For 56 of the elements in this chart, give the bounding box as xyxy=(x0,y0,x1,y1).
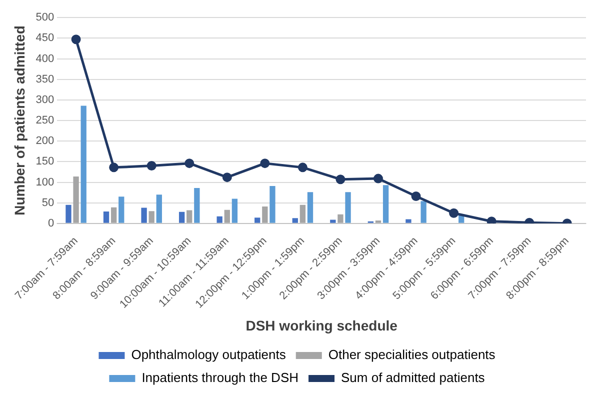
bar xyxy=(307,192,314,223)
y-tick-label: 0 xyxy=(48,217,54,230)
bar xyxy=(148,211,154,223)
point xyxy=(146,161,156,171)
point xyxy=(411,192,421,201)
bar xyxy=(262,206,268,223)
bar xyxy=(194,188,200,223)
point xyxy=(260,158,270,168)
x-axis-title: DSH working schedule xyxy=(246,317,398,334)
point xyxy=(222,172,232,182)
bar xyxy=(80,106,86,223)
y-tick-label: 100 xyxy=(36,176,54,188)
bar xyxy=(292,218,298,223)
y-tick-label: 450 xyxy=(36,32,54,44)
point xyxy=(486,216,496,224)
bar xyxy=(224,210,230,223)
y-tick-label: 500 xyxy=(36,12,54,24)
point xyxy=(336,174,346,184)
y-tick-label: 250 xyxy=(36,114,54,127)
bar xyxy=(178,212,185,223)
legend-label: Inpatients through the DSH xyxy=(142,370,299,386)
y-tick-label: 300 xyxy=(36,94,54,106)
bar xyxy=(103,211,110,223)
bar xyxy=(345,192,351,223)
point xyxy=(449,208,459,218)
bar xyxy=(254,218,260,223)
bar xyxy=(330,220,336,223)
y-tick-label: 350 xyxy=(36,73,54,86)
bar xyxy=(141,208,147,223)
bar xyxy=(300,204,306,223)
bar xyxy=(382,185,389,223)
bar xyxy=(406,219,412,223)
bar xyxy=(270,186,276,223)
bar xyxy=(66,204,72,223)
bar xyxy=(420,201,426,223)
legend-label: Sum of admitted patients xyxy=(341,370,486,386)
bar xyxy=(216,216,222,223)
bar xyxy=(73,176,79,223)
y-axis-title: Number of patients admitted xyxy=(11,26,28,216)
legend-label: Other specialities outpatients xyxy=(328,347,496,362)
point xyxy=(184,158,194,168)
point xyxy=(109,162,119,172)
point xyxy=(298,162,308,172)
bar xyxy=(232,198,238,223)
bar xyxy=(156,194,162,223)
y-tick-label: 400 xyxy=(36,52,54,65)
bar xyxy=(110,207,117,223)
bar xyxy=(118,196,124,223)
y-tick-label: 150 xyxy=(36,156,54,168)
y-tick-label: 200 xyxy=(36,135,54,148)
point xyxy=(373,174,383,184)
point xyxy=(71,34,81,44)
bar xyxy=(338,214,344,223)
bar xyxy=(186,210,192,223)
legend-label: Ophthalmology outpatients xyxy=(131,347,286,362)
y-tick-label: 50 xyxy=(42,196,54,209)
